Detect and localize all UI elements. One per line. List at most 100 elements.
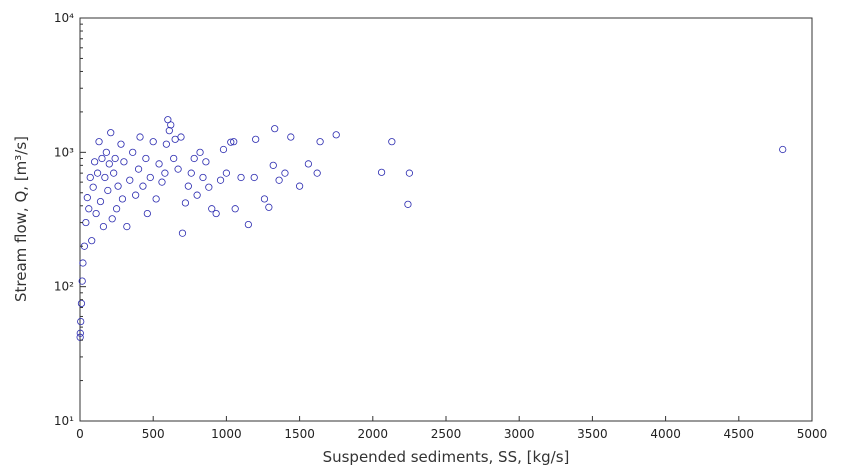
- data-point: [332, 131, 340, 139]
- data-point: [161, 169, 169, 177]
- data-point: [142, 154, 150, 163]
- data-point: [222, 169, 230, 177]
- data-point: [181, 199, 190, 207]
- data-point: [110, 169, 118, 177]
- data-point: [132, 191, 140, 199]
- data-point: [123, 222, 131, 231]
- data-point: [187, 169, 195, 177]
- y-tick-label: 10²: [54, 280, 74, 294]
- data-point: [118, 195, 127, 203]
- data-point: [237, 173, 245, 182]
- x-tick-label: 1000: [211, 427, 242, 441]
- data-point: [295, 182, 304, 190]
- data-point: [77, 317, 85, 326]
- data-point: [281, 169, 289, 177]
- data-point: [105, 160, 113, 168]
- data-point: [88, 237, 96, 245]
- data-point: [377, 168, 386, 176]
- data-point: [216, 176, 225, 184]
- data-point: [164, 116, 172, 124]
- data-point: [227, 138, 235, 146]
- data-point: [196, 148, 204, 156]
- data-point: [76, 329, 84, 337]
- data-point: [129, 148, 137, 156]
- data-point: [208, 205, 216, 213]
- points-layer: [76, 116, 787, 341]
- x-tick-label: 2000: [358, 427, 389, 441]
- x-tick-label: 3000: [504, 427, 535, 441]
- data-point: [158, 178, 166, 186]
- data-point: [265, 203, 273, 211]
- data-point: [230, 138, 238, 146]
- y-axis-title: Stream flow, Q, [m³/s]: [12, 136, 30, 302]
- data-point: [107, 129, 115, 137]
- data-point: [113, 205, 121, 213]
- data-point: [162, 140, 170, 148]
- data-point: [202, 158, 210, 166]
- x-tick-label: 3500: [577, 427, 608, 441]
- y-tick-label: 10⁴: [54, 11, 74, 25]
- x-tick-label: 0: [76, 427, 84, 441]
- data-point: [146, 173, 154, 182]
- data-point: [108, 215, 116, 223]
- plot-area: [79, 17, 813, 422]
- data-point: [287, 133, 295, 141]
- data-point: [149, 138, 157, 146]
- data-point: [178, 229, 187, 237]
- x-axis: 0 500 1000 1500 2000 2500 3000 3500 4000 4500 5000: [76, 416, 827, 441]
- data-point: [126, 176, 134, 184]
- data-point: [165, 127, 173, 135]
- data-point: [101, 173, 109, 182]
- data-point: [77, 299, 86, 308]
- x-tick-label: 4500: [724, 427, 755, 441]
- x-tick-label: 500: [142, 427, 165, 441]
- data-point: [143, 209, 151, 218]
- data-point: [83, 194, 91, 202]
- data-point: [136, 133, 144, 141]
- data-point: [190, 154, 198, 163]
- data-point: [252, 135, 260, 143]
- data-point: [404, 200, 412, 208]
- data-point: [85, 205, 93, 213]
- x-axis-title: Suspended sediments, SS, [kg/s]: [323, 448, 570, 466]
- x-tick-label: 5000: [797, 427, 828, 441]
- data-point: [199, 173, 207, 182]
- x-tick-label: 1500: [284, 427, 315, 441]
- data-point: [174, 165, 182, 173]
- data-point: [78, 277, 86, 285]
- data-point: [193, 191, 201, 199]
- data-point: [184, 182, 192, 190]
- data-point: [104, 186, 112, 195]
- data-point: [86, 173, 94, 182]
- data-point: [271, 125, 279, 133]
- data-point: [120, 158, 128, 166]
- data-point: [117, 140, 125, 148]
- data-point: [79, 259, 87, 267]
- data-point: [93, 169, 102, 177]
- data-point: [111, 154, 119, 163]
- data-point: [304, 160, 312, 168]
- data-point: [91, 158, 99, 166]
- data-point: [219, 145, 228, 154]
- data-point: [779, 145, 787, 154]
- data-point: [102, 148, 110, 156]
- data-point: [95, 138, 103, 146]
- data-point: [316, 138, 324, 146]
- data-point: [250, 173, 258, 182]
- data-point: [152, 195, 160, 203]
- x-tick-label: 2500: [431, 427, 462, 441]
- data-point: [405, 169, 413, 177]
- data-point: [205, 183, 213, 191]
- data-point: [99, 222, 108, 231]
- y-tick-label: 10¹: [54, 414, 74, 428]
- data-point: [134, 165, 143, 173]
- data-point: [269, 161, 277, 169]
- data-point: [231, 205, 239, 213]
- data-point: [171, 135, 179, 143]
- data-point: [98, 154, 106, 163]
- data-point: [244, 220, 252, 229]
- data-point: [260, 195, 269, 203]
- data-point: [139, 182, 147, 190]
- data-point: [275, 176, 283, 184]
